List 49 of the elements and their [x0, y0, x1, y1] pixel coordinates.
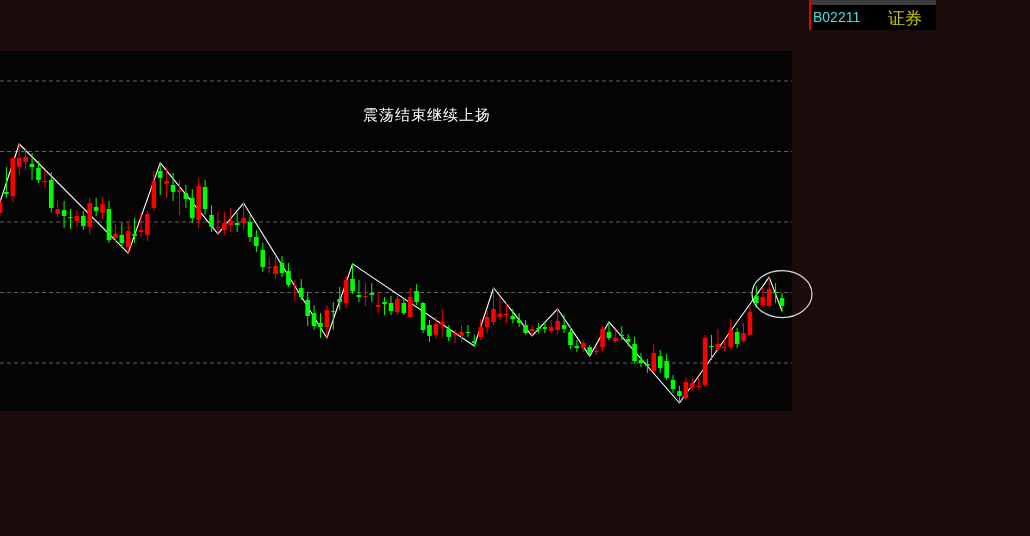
candlestick	[491, 287, 496, 326]
candlestick	[119, 222, 125, 249]
candlestick	[773, 282, 778, 304]
candlestick	[363, 282, 368, 307]
candlestick	[568, 326, 573, 350]
candlestick	[407, 287, 413, 319]
candlestick	[254, 229, 259, 253]
candlestick	[619, 325, 625, 341]
candlestick	[4, 166, 9, 199]
candlestick	[177, 179, 182, 216]
candlestick	[375, 291, 381, 314]
candlestick	[478, 318, 484, 341]
candlestick	[113, 223, 118, 244]
candlestick	[68, 208, 73, 230]
candlestick	[427, 319, 432, 343]
candlestick	[87, 197, 93, 235]
candlestick	[632, 336, 637, 364]
candlestick	[209, 204, 214, 233]
candlestick	[350, 263, 355, 295]
candlestick	[369, 282, 375, 303]
candlestick	[331, 301, 336, 331]
candlestick	[286, 262, 291, 288]
candlestick	[395, 295, 400, 316]
candlestick	[504, 302, 509, 324]
candlestick	[190, 188, 195, 224]
candlestick	[760, 286, 766, 308]
candlestick	[157, 162, 163, 196]
candlestick	[600, 325, 605, 352]
candlestick	[81, 210, 86, 231]
candlestick	[709, 334, 714, 361]
candlestick	[100, 196, 105, 221]
candlestick	[536, 322, 541, 334]
candlestick	[318, 312, 323, 339]
candlestick	[164, 166, 169, 199]
candlestick	[741, 322, 746, 344]
candlestick	[414, 283, 419, 306]
candlestick	[145, 210, 150, 242]
text: 证券	[888, 9, 922, 28]
candlestick	[728, 318, 734, 350]
candlestick	[298, 278, 304, 301]
candlestick	[132, 217, 137, 244]
candlestick	[36, 160, 41, 184]
text: B02211	[813, 9, 861, 25]
candlestick	[439, 308, 445, 339]
chart-title: 震荡结束继续上扬	[363, 106, 491, 124]
candlestick	[722, 337, 727, 352]
candlestick	[337, 286, 343, 311]
candlestick	[241, 202, 246, 231]
candlestick	[305, 291, 310, 327]
